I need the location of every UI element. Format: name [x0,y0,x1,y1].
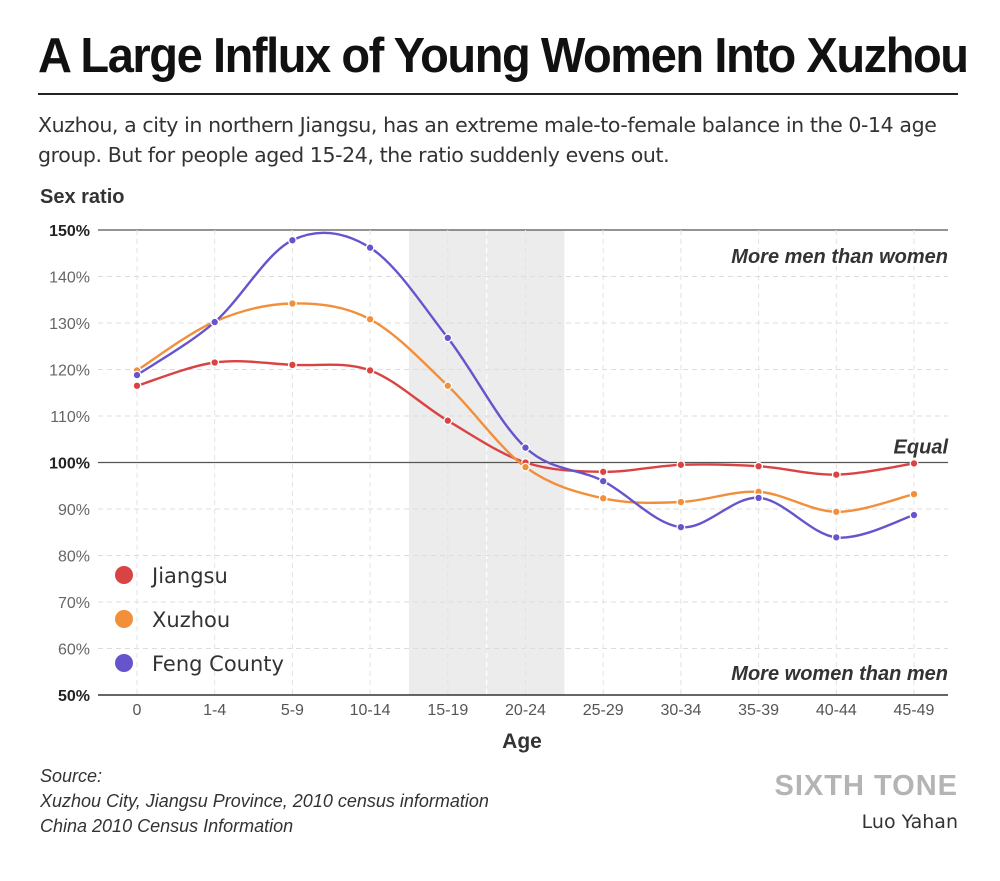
data-point-jiangsu [598,467,608,477]
text-layer: Sex ratio Age More men than women Equal More… [40,186,948,753]
source-line: Xuzhou City, Jiangsu Province, 2010 cens… [40,791,489,811]
x-tick-label: 15-19 [427,702,468,719]
data-point-jiangsu [132,381,142,391]
y-tick-label: 140% [49,270,90,287]
annotation-more-women: More women than men [731,663,948,685]
legend: Jiangsu Xuzhou Feng County [115,564,284,676]
data-point-feng-county [132,370,142,380]
data-point-jiangsu [754,461,764,471]
data-point-feng-county [210,317,220,327]
data-point-xuzhou [676,497,686,507]
x-tick-label: 1-4 [203,702,226,719]
y-tick-label: 50% [58,688,90,705]
y-tick-label: 100% [49,456,90,473]
data-point-jiangsu [365,365,375,375]
y-tick-label: 130% [49,316,90,333]
author-credit: Luo Yahan [861,811,958,833]
chart-title: A Large Influx of Young Women Into Xuzho… [38,29,969,83]
x-tick-label: 40-44 [816,702,857,719]
x-tick-label: 0 [133,702,142,719]
x-tick-label: 5-9 [281,702,304,719]
y-tick-label: 70% [58,595,90,612]
brand-logo: SIXTH TONE [774,770,958,802]
data-point-feng-county [676,522,686,532]
data-point-xuzhou [365,314,375,324]
axis-layer: 150% 140% 130% 120% 110% 100% 90% 80% 70% 60% 50% 0… [49,223,948,719]
annotation-more-men: More men than women [731,246,948,268]
data-point-feng-county [831,532,841,542]
series-line-feng-county [136,231,915,539]
x-tick-label: 25-29 [583,702,624,719]
data-point-feng-county [521,443,530,453]
chart-subtitle: Xuzhou, a city in northern Jiangsu, has … [38,113,937,167]
data-point-jiangsu [210,358,220,367]
series-line-xuzhou [136,302,915,514]
line-chart: 150% 140% 130% 120% 110% 100% 90% 80% 70% 60% 50% 0… [40,186,948,753]
y-tick-label: 120% [49,363,90,380]
legend-label-xuzhou: Xuzhou [152,608,230,632]
data-point-xuzhou [831,507,841,517]
x-tick-label: 30-34 [660,702,701,719]
y-tick-label: 110% [50,409,90,426]
title-divider [38,93,958,95]
data-point-feng-county [598,476,608,486]
data-point-feng-county [443,333,453,343]
x-tick-label: 35-39 [738,702,779,719]
source-label: Source: [40,766,103,786]
y-tick-label: 80% [58,549,90,566]
data-point-xuzhou [598,493,608,503]
legend-label-jiangsu: Jiangsu [150,564,228,588]
data-point-jiangsu [909,458,919,468]
source-note: Source: Xuzhou City, Jiangsu Province, 2… [40,764,489,839]
data-point-feng-county [754,493,764,503]
y-tick-label: 60% [58,642,90,659]
legend-label-feng-county: Feng County [152,652,284,676]
data-point-jiangsu [676,460,686,470]
annotation-equal: Equal [894,437,949,459]
source-line: China 2010 Census Information [40,816,294,836]
data-point-feng-county [365,243,375,253]
y-tick-label: 90% [58,502,90,519]
data-point-jiangsu [831,470,841,480]
data-point-xuzhou [521,462,530,472]
data-point-jiangsu [443,416,453,426]
data-point-jiangsu [287,360,297,370]
legend-marker-xuzhou [115,610,133,628]
y-axis-title: Sex ratio [40,186,124,208]
data-point-xuzhou [443,381,453,391]
y-tick-label: 150% [49,223,90,240]
data-point-xuzhou [287,299,297,308]
legend-marker-jiangsu [115,566,133,584]
data-point-feng-county [287,235,297,245]
x-axis-title: Age [502,730,542,753]
data-point-feng-county [909,510,919,520]
x-tick-label: 45-49 [894,702,935,719]
legend-marker-feng-county [115,654,133,672]
series-layer [132,231,919,542]
x-tick-label: 10-14 [350,702,391,719]
x-tick-label: 20-24 [505,702,546,719]
data-point-xuzhou [909,489,919,499]
